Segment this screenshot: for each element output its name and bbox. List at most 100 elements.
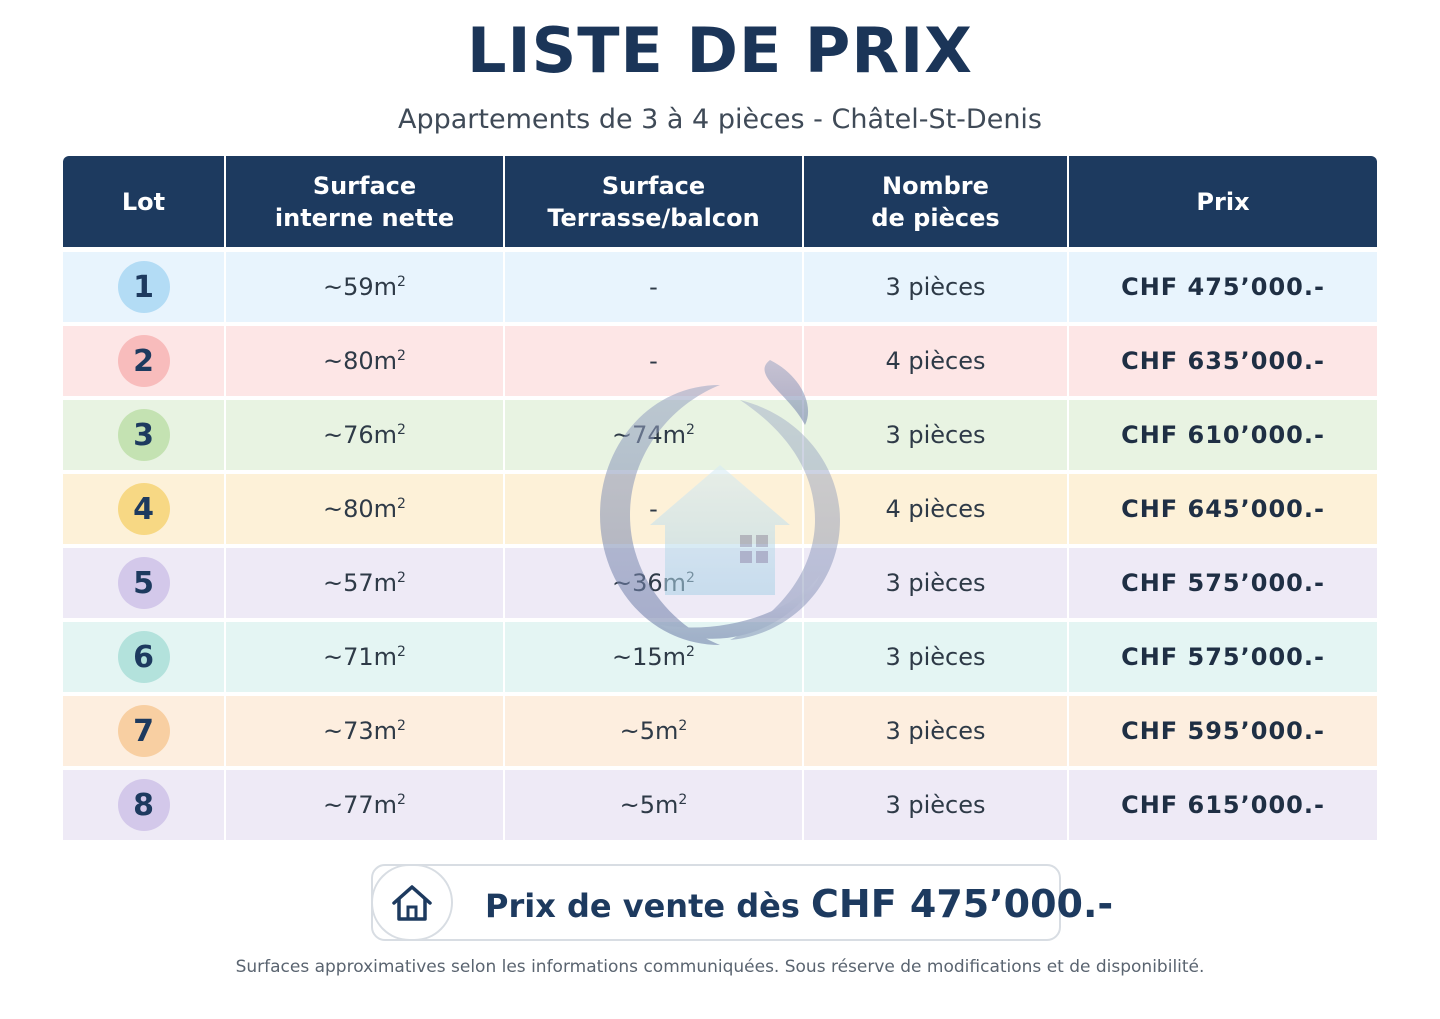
- unit-superscript: 2: [686, 644, 695, 660]
- surface-terrasse-cell-value: -: [649, 347, 658, 375]
- unit-superscript: 2: [397, 274, 406, 290]
- promo-icon-badge: [371, 864, 453, 941]
- lot-number-badge: 8: [117, 779, 170, 831]
- column-header-prix: Prix: [1196, 187, 1250, 216]
- surface-terrasse-cell-value: ~15m: [612, 643, 687, 671]
- price-table: Lot Surface interne nette Surface Terras…: [63, 156, 1377, 844]
- surface-interne-cell-value: ~80m: [323, 347, 398, 375]
- promo-text-prefix: Prix de vente dès: [485, 887, 812, 925]
- surface-terrasse-cell-value: ~5m: [619, 717, 679, 745]
- column-header-nombre-pieces: Nombre de pièces: [804, 156, 1069, 247]
- lot-number-badge: 6: [117, 631, 170, 683]
- surface-interne-cell: ~76m2: [226, 400, 505, 470]
- surface-terrasse-cell-value: ~5m: [619, 791, 679, 819]
- prix-cell: CHF 610’000.-: [1069, 400, 1377, 470]
- surface-terrasse-cell: ~5m2: [505, 770, 804, 840]
- table-row: 7 ~73m2 ~5m2 3 pièces CHF 595’000.-: [63, 696, 1377, 766]
- unit-superscript: 2: [397, 570, 406, 586]
- surface-interne-cell-value: ~59m: [323, 273, 398, 301]
- surface-terrasse-cell-value: -: [649, 273, 658, 301]
- surface-interne-cell: ~73m2: [226, 696, 505, 766]
- unit-superscript: 2: [397, 496, 406, 512]
- prix-cell: CHF 635’000.-: [1069, 326, 1377, 396]
- surface-terrasse-cell-value: ~36m: [612, 569, 687, 597]
- lot-number-badge: 7: [117, 705, 170, 757]
- surface-interne-cell-value: ~71m: [323, 643, 398, 671]
- prix-cell: CHF 575’000.-: [1069, 622, 1377, 692]
- surface-interne-cell: ~80m2: [226, 326, 505, 396]
- unit-superscript: 2: [397, 348, 406, 364]
- unit-superscript: 2: [678, 718, 688, 734]
- unit-superscript: 2: [397, 792, 406, 808]
- lot-cell: 4: [63, 474, 226, 544]
- lot-cell: 5: [63, 548, 226, 618]
- page-title: LISTE DE PRIX: [467, 14, 973, 87]
- nombre-pieces-cell: 4 pièces: [804, 474, 1069, 544]
- lot-number-badge: 3: [117, 409, 170, 461]
- column-header-surface-terrasse: Surface Terrasse/balcon: [505, 156, 804, 247]
- prix-cell: CHF 645’000.-: [1069, 474, 1377, 544]
- surface-terrasse-cell: ~74m2: [505, 400, 804, 470]
- prix-cell: CHF 615’000.-: [1069, 770, 1377, 840]
- surface-interne-cell: ~57m2: [226, 548, 505, 618]
- surface-terrasse-cell: -: [505, 326, 804, 396]
- lot-number-badge: 5: [117, 557, 170, 609]
- table-row: 6 ~71m2 ~15m2 3 pièces CHF 575’000.-: [63, 622, 1377, 692]
- surface-terrasse-cell: -: [505, 252, 804, 322]
- unit-superscript: 2: [397, 718, 406, 734]
- table-row: 2 ~80m2-4 pièces CHF 635’000.-: [63, 326, 1377, 396]
- lot-number-badge: 1: [117, 261, 170, 313]
- table-row: 1 ~59m2 - 3 pièces CHF 475’000.-: [63, 252, 1377, 322]
- surface-terrasse-cell: -: [505, 474, 804, 544]
- lot-cell: 1: [63, 252, 226, 322]
- lot-cell: 7: [63, 696, 226, 766]
- surface-terrasse-cell-value: -: [649, 495, 658, 523]
- surface-interne-cell: ~80m2: [226, 474, 505, 544]
- surface-interne-cell-value: ~76m: [323, 421, 398, 449]
- lot-cell: 2: [63, 326, 226, 396]
- surface-interne-cell: ~77m2: [226, 770, 505, 840]
- surface-interne-cell: ~71m2: [226, 622, 505, 692]
- table-row: 3 ~76m2 ~74m2 3 pièces CHF 610’000.-: [63, 400, 1377, 470]
- table-body: 1 ~59m2-3 pièces CHF 475’000.- 2 ~80m2-4 piè…: [63, 252, 1377, 840]
- unit-superscript: 2: [678, 792, 688, 808]
- surface-interne-cell-value: ~80m: [323, 495, 398, 523]
- prix-cell: CHF 475’000.-: [1069, 252, 1377, 322]
- nombre-pieces-cell: 3 pièces: [804, 770, 1069, 840]
- table-row: 8 ~77m2 ~5m2 3 pièces CHF 615’000.-: [63, 770, 1377, 840]
- unit-superscript: 2: [686, 422, 695, 438]
- footnote: Surfaces approximatives selon les inform…: [235, 957, 1205, 977]
- column-header-lot: Lot: [63, 156, 226, 247]
- unit-superscript: 2: [397, 644, 406, 660]
- surface-terrasse-cell: ~36m2: [505, 548, 804, 618]
- column-header-surface-interne: Surface interne nette: [226, 156, 505, 247]
- lot-number-badge: 2: [117, 335, 170, 387]
- lot-cell: 8: [63, 770, 226, 840]
- promo-text: Prix de vente dès CHF 475’000.-: [485, 882, 1113, 926]
- nombre-pieces-cell: 3 pièces: [804, 696, 1069, 766]
- unit-superscript: 2: [397, 422, 406, 438]
- surface-terrasse-cell-value: ~74m: [612, 421, 687, 449]
- nombre-pieces-cell: 3 pièces: [804, 622, 1069, 692]
- table-row: 4 ~80m2 - 4 pièces CHF 645’000.-: [63, 474, 1377, 544]
- house-icon: [392, 884, 432, 921]
- surface-terrasse-cell: ~15m2: [505, 622, 804, 692]
- page-subtitle: Appartements de 3 à 4 pièces - Châtel-St…: [397, 104, 1043, 135]
- lot-cell: 6: [63, 622, 226, 692]
- surface-interne-cell: ~59m2: [226, 252, 505, 322]
- lot-cell: 3: [63, 400, 226, 470]
- surface-interne-cell-value: ~77m: [323, 791, 398, 819]
- surface-interne-cell-value: ~73m: [323, 717, 398, 745]
- surface-terrasse-cell: ~5m2: [505, 696, 804, 766]
- promo-price: CHF 475’000.-: [811, 882, 1114, 926]
- prix-cell: CHF 575’000.-: [1069, 548, 1377, 618]
- promo-banner: Prix de vente dès CHF 475’000.-: [371, 864, 1113, 941]
- nombre-pieces-cell: 3 pièces: [804, 548, 1069, 618]
- nombre-pieces-cell: 3 pièces: [804, 400, 1069, 470]
- table-row: 5 ~57m2 ~36m2 3 pièces CHF 575’000.-: [63, 548, 1377, 618]
- lot-number-badge: 4: [117, 483, 170, 535]
- nombre-pieces-cell: 3 pièces: [804, 252, 1069, 322]
- unit-superscript: 2: [686, 570, 695, 586]
- prix-cell: CHF 595’000.-: [1069, 696, 1377, 766]
